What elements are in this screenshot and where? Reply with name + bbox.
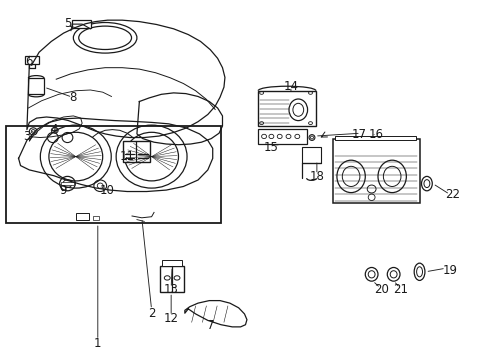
- Bar: [76, 213, 89, 220]
- Text: 18: 18: [309, 170, 324, 183]
- Bar: [258, 91, 315, 126]
- Text: 5: 5: [63, 17, 71, 30]
- Text: 3: 3: [23, 130, 31, 143]
- Bar: [302, 147, 320, 163]
- Text: 1: 1: [94, 337, 102, 350]
- Text: 15: 15: [264, 141, 278, 154]
- Bar: [258, 129, 306, 144]
- Text: 20: 20: [373, 283, 388, 296]
- Text: 6: 6: [25, 55, 33, 68]
- Text: 16: 16: [368, 129, 383, 141]
- Text: 13: 13: [163, 283, 178, 296]
- Text: 8: 8: [69, 91, 77, 104]
- Bar: [160, 266, 183, 292]
- Bar: [25, 56, 39, 64]
- Text: 2: 2: [147, 307, 155, 320]
- Text: 22: 22: [444, 188, 459, 201]
- Bar: [93, 216, 99, 220]
- Text: 4: 4: [50, 123, 58, 136]
- Text: 11: 11: [120, 150, 134, 163]
- Bar: [162, 260, 182, 266]
- Text: 19: 19: [442, 264, 456, 276]
- Text: 14: 14: [283, 80, 298, 93]
- Bar: [332, 139, 419, 203]
- Text: 21: 21: [393, 283, 407, 296]
- Text: 10: 10: [100, 184, 115, 197]
- Bar: [6, 126, 221, 223]
- Bar: [28, 78, 44, 94]
- Text: 12: 12: [163, 312, 178, 325]
- Bar: [61, 182, 74, 185]
- Bar: [335, 136, 415, 140]
- Text: 7: 7: [206, 319, 214, 332]
- Bar: [72, 20, 91, 28]
- Bar: [123, 141, 150, 162]
- Text: 9: 9: [59, 184, 66, 197]
- Text: 17: 17: [351, 129, 366, 141]
